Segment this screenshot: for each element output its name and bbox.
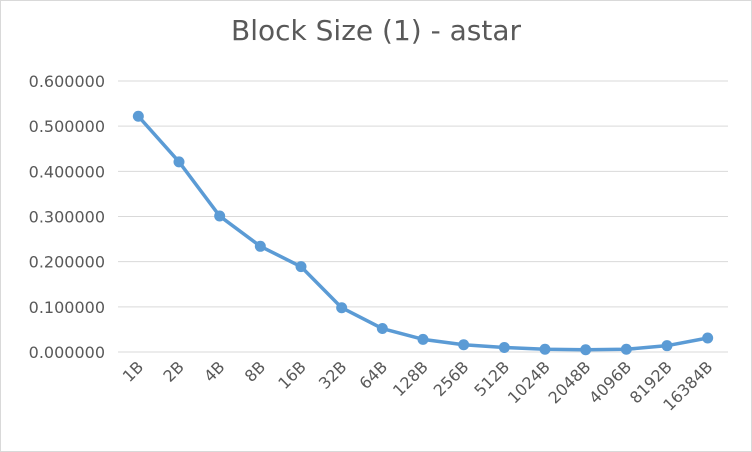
data-point [417, 333, 429, 345]
series-line [136, 114, 710, 352]
data-point [214, 210, 226, 222]
data-point [580, 344, 592, 356]
x-tick-label: 16B [274, 357, 310, 393]
y-tick-label: 0.200000 [29, 253, 105, 272]
y-tick-label: 0.600000 [29, 72, 105, 91]
data-point [620, 343, 632, 355]
x-tick-label: 64B [356, 357, 392, 393]
x-tick-label: 8B [241, 357, 269, 385]
x-tick-label: 4B [200, 357, 228, 385]
x-tick-label: 256B [430, 357, 473, 400]
data-point [539, 343, 551, 355]
y-tick-label: 0.500000 [29, 117, 105, 136]
data-point [254, 240, 266, 252]
x-tick-label: 2B [159, 357, 187, 385]
data-point [702, 332, 714, 344]
data-point [376, 323, 388, 335]
y-tick-label: 0.000000 [29, 343, 105, 362]
y-tick-label: 0.100000 [29, 298, 105, 317]
chart-title: Block Size (1) - astar [231, 14, 521, 47]
data-point [498, 341, 510, 353]
data-point [132, 110, 144, 122]
data-point [458, 339, 470, 351]
x-tick-label: 32B [315, 357, 351, 393]
x-tick-label: 4096B [585, 357, 635, 407]
x-tick-label: 128B [389, 357, 432, 400]
data-point [173, 156, 185, 168]
data-point [295, 261, 307, 273]
x-tick-label: 1024B [504, 357, 554, 407]
y-tick-label: 0.400000 [29, 162, 105, 181]
x-tick-label: 2048B [545, 357, 595, 407]
data-point [336, 302, 348, 314]
y-tick-label: 0.300000 [29, 208, 105, 227]
x-tick-label: 1B [119, 357, 147, 385]
data-point [661, 340, 673, 352]
